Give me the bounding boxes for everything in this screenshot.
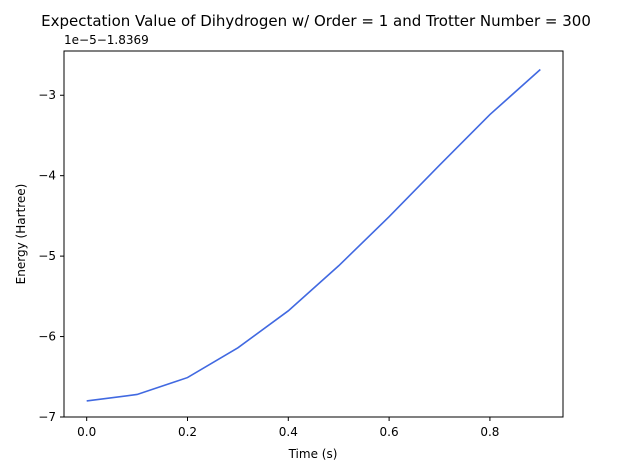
x-tick-label: 0.2 — [178, 425, 197, 439]
x-tick-label: 0.6 — [380, 425, 399, 439]
x-tick-label: 0.8 — [480, 425, 499, 439]
x-tick-label: 0.0 — [77, 425, 96, 439]
y-tick-label: −6 — [38, 330, 56, 344]
series-line — [86, 68, 541, 402]
y-axis-label: Energy (Hartree) — [14, 184, 28, 285]
y-tick-label: −7 — [38, 410, 56, 424]
plot-area — [63, 50, 564, 418]
y-axis-ticks: −7 −6 −5 −4 −3 — [38, 88, 64, 424]
x-tick-label: 0.4 — [279, 425, 298, 439]
y-axis-offset-label: 1e−5−1.8369 — [64, 33, 149, 47]
x-axis-label: Time (s) — [288, 447, 338, 461]
y-tick-label: −5 — [38, 249, 56, 263]
chart-title: Expectation Value of Dihydrogen w/ Order… — [41, 12, 591, 30]
y-tick-label: −3 — [38, 88, 56, 102]
y-tick-label: −4 — [38, 169, 56, 183]
x-axis-ticks: 0.0 0.2 0.4 0.6 0.8 — [77, 417, 499, 439]
